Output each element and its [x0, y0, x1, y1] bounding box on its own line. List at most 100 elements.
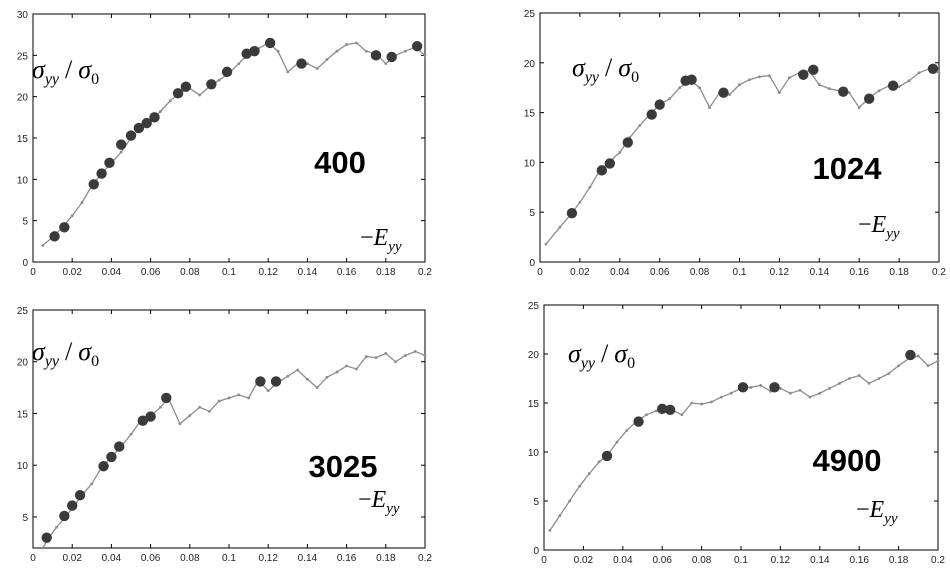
y-label-slash: /: [65, 55, 73, 84]
series-point: [618, 151, 622, 154]
data-marker: [141, 117, 152, 129]
series-point: [227, 396, 231, 400]
y-tick-label: 0: [22, 258, 28, 269]
x-label-sub: yy: [384, 501, 400, 517]
x-tick-label: 0.1: [733, 267, 747, 278]
x-tick-label: 0.18: [376, 267, 396, 278]
series-point: [588, 185, 592, 189]
data-marker: [133, 122, 145, 134]
series-point: [41, 546, 45, 550]
chart-svg-1024: 0 0.02 0.04 0.06 0.08 0.1 0.12 0.14 0.16 0.18 0.2 0…: [524, 9, 947, 278]
series-point: [237, 62, 241, 65]
data-marker: [149, 112, 160, 123]
y-label-num-sub: yy: [583, 69, 600, 86]
series-point: [857, 374, 861, 377]
series-point: [119, 150, 123, 154]
series-point: [936, 359, 940, 363]
series-point: [708, 106, 711, 110]
series-point: [178, 422, 182, 426]
data-marker: [411, 41, 423, 52]
series-point: [668, 97, 672, 101]
x-label-main: E: [871, 212, 887, 238]
data-marker: [838, 86, 849, 97]
series-point: [778, 91, 781, 95]
panel-title: 3025: [309, 449, 378, 484]
x-tick-label: 0.08: [180, 267, 200, 278]
x-label-sub: yy: [882, 511, 898, 527]
y-tick-label: 20: [17, 358, 29, 369]
x-tick-label: 0.2: [932, 267, 946, 278]
x-label-prefix: −: [360, 225, 374, 251]
x-tick-label: 0: [30, 553, 36, 564]
x-tick-label: 0.12: [771, 555, 791, 566]
x-tick-label: 0.08: [692, 555, 712, 566]
y-label-den: σ: [78, 55, 92, 84]
y-label-den: σ: [78, 337, 92, 366]
series-point: [355, 367, 358, 371]
series-point: [867, 382, 871, 385]
x-axis-label: −Eyy: [358, 487, 400, 517]
series-point: [325, 58, 329, 61]
data-marker: [137, 415, 148, 426]
y-tick-label: 5: [22, 217, 28, 228]
y-tick-label: 20: [524, 59, 536, 70]
data-marker: [96, 168, 107, 179]
series-point: [827, 87, 831, 91]
y-label-den: σ: [614, 339, 628, 368]
series-point: [198, 405, 202, 409]
y-label-num: σ: [572, 53, 586, 82]
series-line: [42, 42, 426, 246]
series-point: [168, 99, 172, 103]
series-point: [423, 53, 427, 57]
data-marker: [566, 207, 578, 219]
y-label-num-sub: yy: [43, 71, 60, 88]
series-point: [404, 354, 407, 357]
data-marker: [41, 532, 52, 543]
series-point: [787, 76, 791, 80]
x-label-prefix: −: [856, 497, 870, 523]
series-point: [404, 49, 407, 53]
x-label-sub: yy: [884, 226, 900, 242]
x-tick-label: 0.18: [376, 553, 396, 564]
y-label-den: σ: [618, 53, 632, 82]
series-point: [198, 93, 202, 97]
x-tick-label: 0.2: [931, 555, 945, 566]
x-tick-label: 0.02: [570, 267, 590, 278]
data-marker: [114, 441, 125, 452]
chart-panel-400: 0 0.02 0.04 0.06 0.08 0.1 0.12 0.14 0.16 0.18 0.2 0…: [0, 0, 475, 285]
y-axis-label: σyy / σ0: [572, 53, 639, 86]
panel-title: 1024: [813, 151, 883, 186]
x-tick-label: 0.1: [222, 267, 236, 278]
y-axis-label: σyy / σ0: [568, 339, 635, 372]
x-tick-label: 0.06: [141, 553, 161, 564]
series-point: [217, 78, 221, 82]
series-point: [926, 364, 930, 368]
series-point: [548, 529, 552, 532]
chart-svg-4900: 0 0.02 0.04 0.06 0.08 0.1 0.12 0.14 0.16 0.18 0.2 0…: [528, 301, 946, 566]
series-point: [70, 214, 74, 218]
y-tick-label: 25: [524, 9, 536, 20]
series-point: [413, 349, 417, 353]
series-point: [847, 91, 851, 95]
data-marker: [67, 500, 78, 511]
series-point: [355, 41, 358, 45]
x-axis-label: −Eyy: [360, 225, 402, 255]
y-tick-label: 15: [17, 134, 29, 145]
series-point: [719, 395, 723, 399]
x-tick-label: 0: [537, 267, 543, 278]
series-point: [90, 482, 94, 486]
series-point: [897, 364, 900, 368]
x-label-main: E: [373, 225, 389, 251]
x-tick-label: 0.04: [102, 267, 122, 278]
series-point: [690, 401, 694, 405]
series-point: [625, 429, 629, 432]
x-tick-label: 0.02: [574, 555, 594, 566]
series-point: [41, 244, 45, 247]
data-marker: [654, 99, 665, 110]
series-point: [217, 399, 221, 403]
x-tick-label: 0.2: [418, 267, 432, 278]
data-marker: [249, 46, 260, 57]
x-tick-label: 0.06: [650, 267, 670, 278]
data-marker: [161, 392, 172, 404]
series-point: [315, 67, 319, 70]
